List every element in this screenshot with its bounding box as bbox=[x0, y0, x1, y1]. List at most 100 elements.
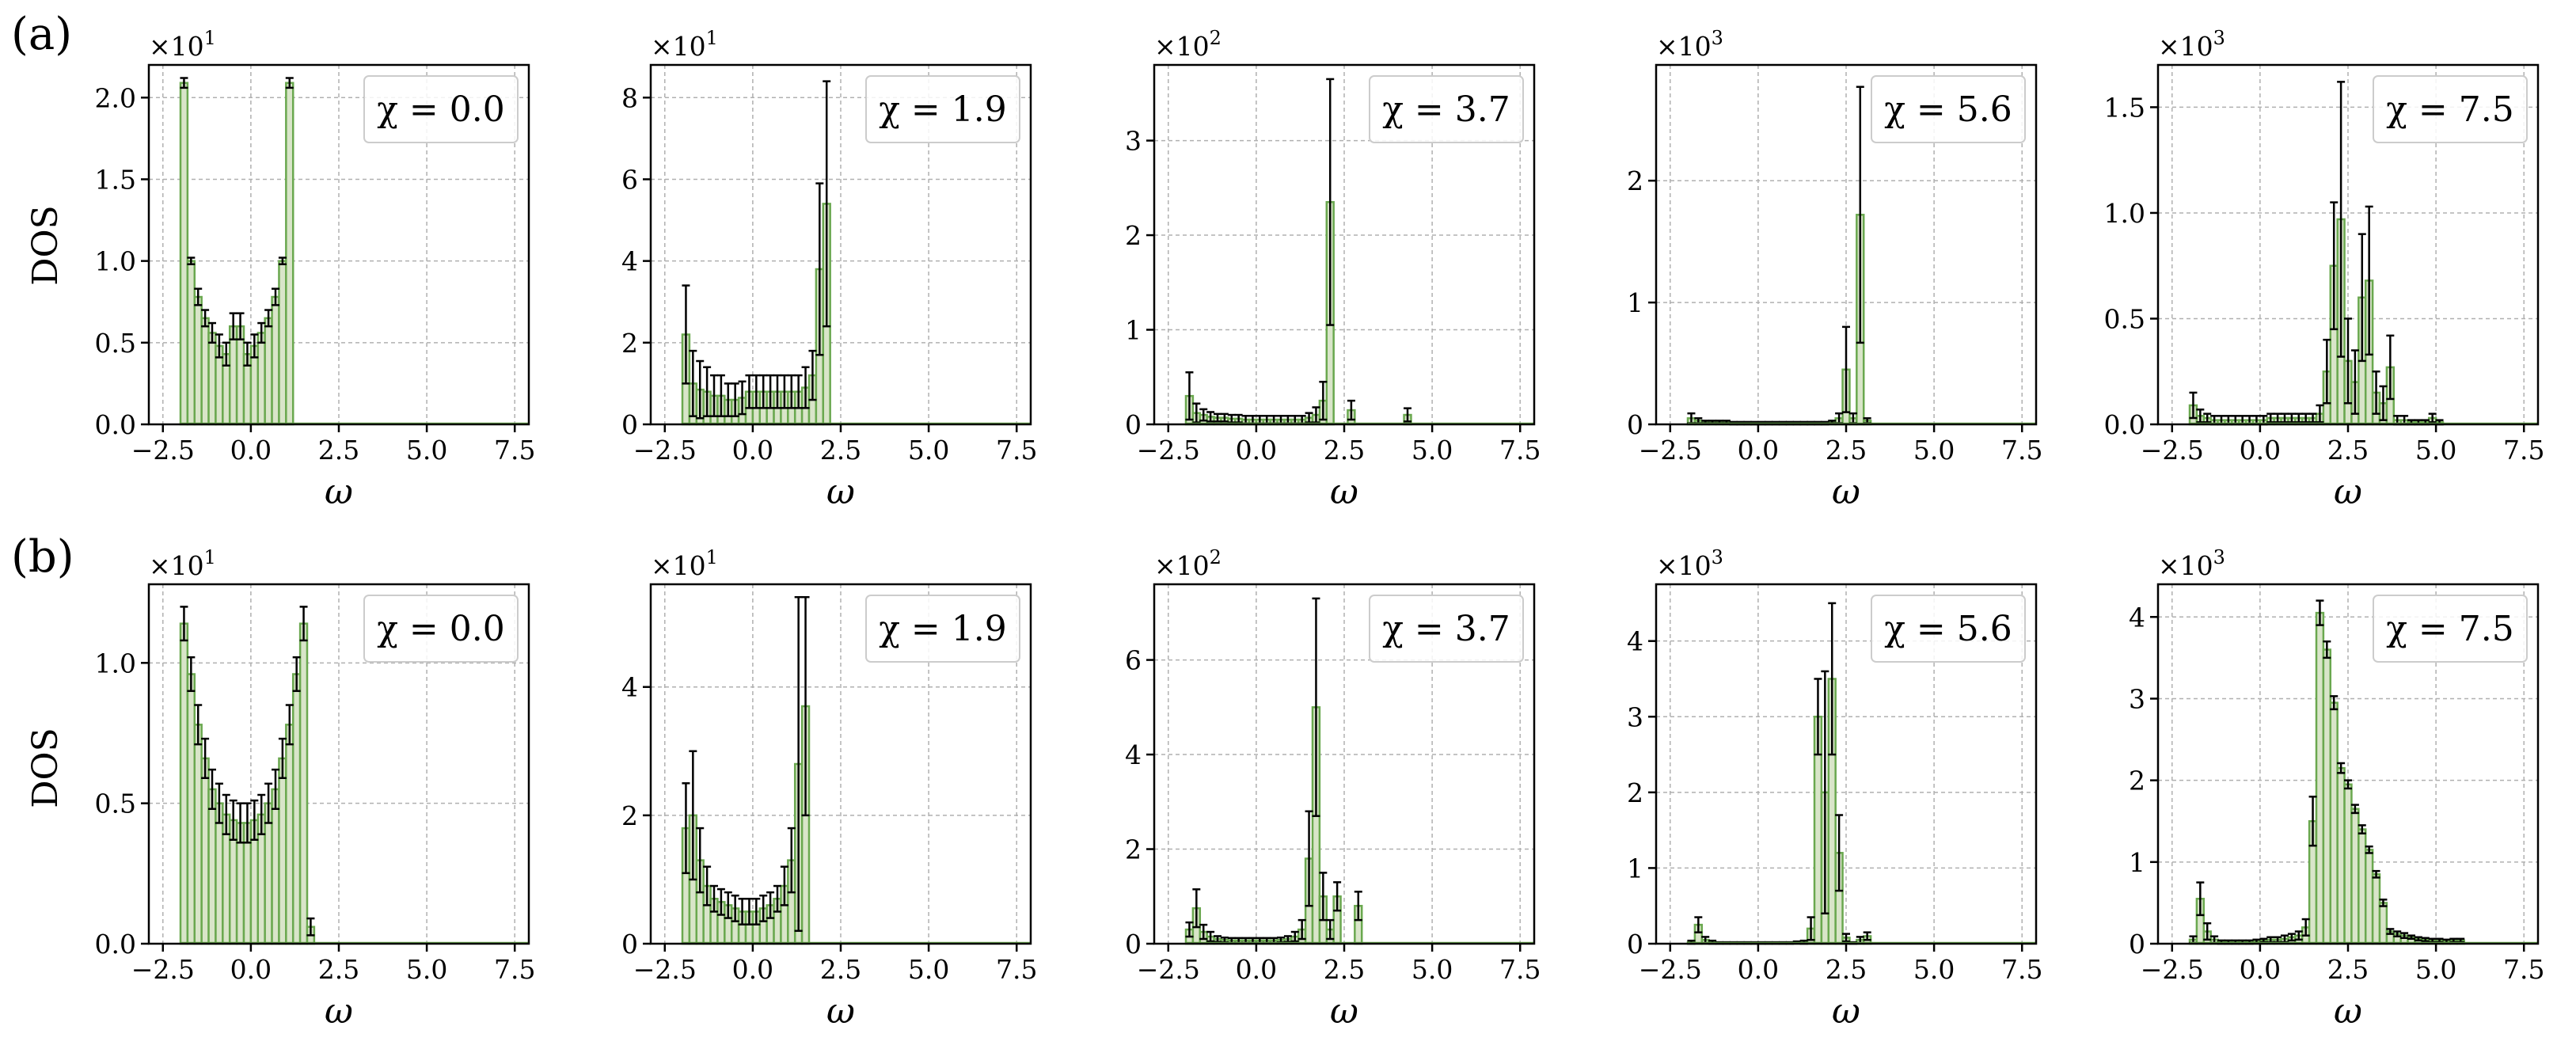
y-tick-label: 0 bbox=[1125, 409, 1142, 440]
histogram-bar bbox=[2315, 611, 2325, 945]
x-tick-label: 7.5 bbox=[996, 435, 1037, 466]
y-tick-label: 6 bbox=[621, 164, 638, 195]
histogram-bar bbox=[298, 622, 309, 945]
histogram-bar bbox=[285, 82, 294, 426]
x-tick-label: 7.5 bbox=[996, 954, 1037, 985]
histogram-bar bbox=[285, 724, 294, 945]
histogram-bar bbox=[271, 295, 280, 426]
y-multiplier-exponent: 1 bbox=[706, 546, 718, 568]
histogram-bar bbox=[186, 260, 196, 426]
histogram-bar bbox=[2329, 701, 2339, 945]
y-multiplier-exponent: 2 bbox=[1210, 546, 1222, 568]
histogram-bar bbox=[215, 802, 224, 945]
x-tick-label: 2.5 bbox=[1324, 435, 1365, 466]
x-axis-label: ω bbox=[1330, 472, 1358, 512]
row-a-ylabel: DOS bbox=[25, 205, 66, 286]
panel-b-4: −2.5 0.0 2.5 5.0 7.5 0 1 2 3 4 ω ×103 χ = 5.6 bbox=[1627, 546, 2042, 1032]
y-tick-label: 4 bbox=[2129, 602, 2145, 633]
y-tick-label: 1 bbox=[1627, 853, 1643, 884]
y-tick-label: 2 bbox=[621, 328, 638, 359]
x-tick-label: 2.5 bbox=[820, 954, 861, 985]
x-tick-label: 5.0 bbox=[2415, 435, 2456, 466]
y-tick-label: 1.0 bbox=[2104, 198, 2145, 229]
histogram-bar bbox=[186, 673, 196, 945]
x-tick-label: 5.0 bbox=[2415, 954, 2456, 985]
y-multiplier: ×101 bbox=[149, 27, 216, 62]
x-tick-label: 7.5 bbox=[2503, 954, 2544, 985]
x-axis-label: ω bbox=[1832, 472, 1860, 512]
y-multiplier: ×103 bbox=[2158, 27, 2225, 62]
x-axis-label: ω bbox=[325, 472, 353, 512]
y-multiplier: ×103 bbox=[2158, 546, 2225, 581]
y-tick-label: 2.0 bbox=[95, 82, 136, 113]
x-tick-label: 5.0 bbox=[1411, 435, 1453, 466]
x-tick-label: 7.5 bbox=[2001, 435, 2042, 466]
panel-a-2: −2.5 0.0 2.5 5.0 7.5 0 2 4 6 8 ω ×101 χ = 1.9 bbox=[621, 27, 1037, 512]
legend-chi-label: χ = 0.0 bbox=[377, 609, 504, 649]
x-tick-label: 7.5 bbox=[494, 435, 535, 466]
y-multiplier-exponent: 3 bbox=[1712, 546, 1723, 568]
x-tick-label: −2.5 bbox=[131, 954, 195, 985]
histogram-bar bbox=[278, 757, 287, 945]
x-tick-label: 2.5 bbox=[1324, 954, 1365, 985]
x-tick-label: 2.5 bbox=[1826, 954, 1867, 985]
y-multiplier-exponent: 2 bbox=[1210, 27, 1222, 49]
x-axis-label: ω bbox=[1832, 991, 1860, 1032]
x-tick-label: −2.5 bbox=[1137, 954, 1200, 985]
x-tick-label: 7.5 bbox=[1499, 435, 1541, 466]
histogram-bar bbox=[2343, 783, 2353, 945]
histogram-bar bbox=[264, 317, 273, 426]
y-tick-label: 2 bbox=[1125, 220, 1142, 251]
legend-box bbox=[363, 595, 519, 663]
y-multiplier-exponent: 3 bbox=[2213, 546, 2225, 568]
y-tick-label: 0.5 bbox=[95, 328, 136, 359]
y-tick-label: 4 bbox=[621, 246, 638, 277]
x-tick-label: 7.5 bbox=[2503, 435, 2544, 466]
legend-box bbox=[2373, 75, 2528, 143]
x-axis-label: ω bbox=[826, 991, 855, 1032]
x-tick-label: 0.0 bbox=[2240, 954, 2281, 985]
y-tick-label: 2 bbox=[2129, 766, 2145, 796]
histogram-bar bbox=[200, 317, 210, 426]
x-tick-label: 7.5 bbox=[2001, 954, 2042, 985]
x-tick-label: 2.5 bbox=[1826, 435, 1867, 466]
x-axis-label: ω bbox=[826, 472, 855, 512]
x-tick-label: 5.0 bbox=[908, 954, 949, 985]
legend-box bbox=[1369, 75, 1524, 143]
histogram-bar bbox=[2336, 766, 2346, 945]
row-b-ylabel: DOS bbox=[25, 728, 66, 808]
histogram-bar bbox=[264, 802, 273, 945]
y-tick-label: 0 bbox=[1627, 929, 1643, 960]
histogram-bar bbox=[291, 673, 302, 945]
legend-chi-label: χ = 1.9 bbox=[879, 89, 1006, 130]
histogram-bar bbox=[207, 332, 217, 426]
legend-chi-label: χ = 5.6 bbox=[1884, 89, 2012, 130]
x-axis-label: ω bbox=[2334, 472, 2362, 512]
histogram-bar bbox=[228, 325, 238, 426]
x-axis-label: ω bbox=[2334, 991, 2362, 1032]
y-tick-label: 1 bbox=[1627, 287, 1643, 318]
y-multiplier: ×103 bbox=[1656, 546, 1723, 581]
x-tick-label: −2.5 bbox=[633, 435, 697, 466]
y-multiplier: ×101 bbox=[651, 546, 718, 581]
y-tick-label: 1 bbox=[2129, 847, 2145, 878]
histogram-bar bbox=[2378, 902, 2388, 945]
y-multiplier: ×101 bbox=[651, 27, 718, 62]
panel-b-2: −2.5 0.0 2.5 5.0 7.5 0 2 4 ω ×101 χ = 1.9 bbox=[621, 546, 1037, 1032]
legend-box bbox=[865, 595, 1020, 663]
histogram-bar bbox=[256, 332, 266, 426]
legend-box bbox=[363, 75, 519, 143]
y-tick-label: 3 bbox=[1125, 126, 1142, 157]
x-tick-label: 0.0 bbox=[1236, 954, 1277, 985]
x-tick-label: 0.0 bbox=[230, 435, 272, 466]
histogram-bar bbox=[193, 295, 203, 426]
y-tick-label: 2 bbox=[1627, 777, 1643, 808]
x-tick-label: 0.0 bbox=[732, 954, 773, 985]
legend-chi-label: χ = 3.7 bbox=[1382, 89, 1510, 130]
x-tick-label: 5.0 bbox=[1913, 435, 1955, 466]
legend-box bbox=[1871, 75, 2026, 143]
histogram-bar bbox=[235, 325, 245, 426]
